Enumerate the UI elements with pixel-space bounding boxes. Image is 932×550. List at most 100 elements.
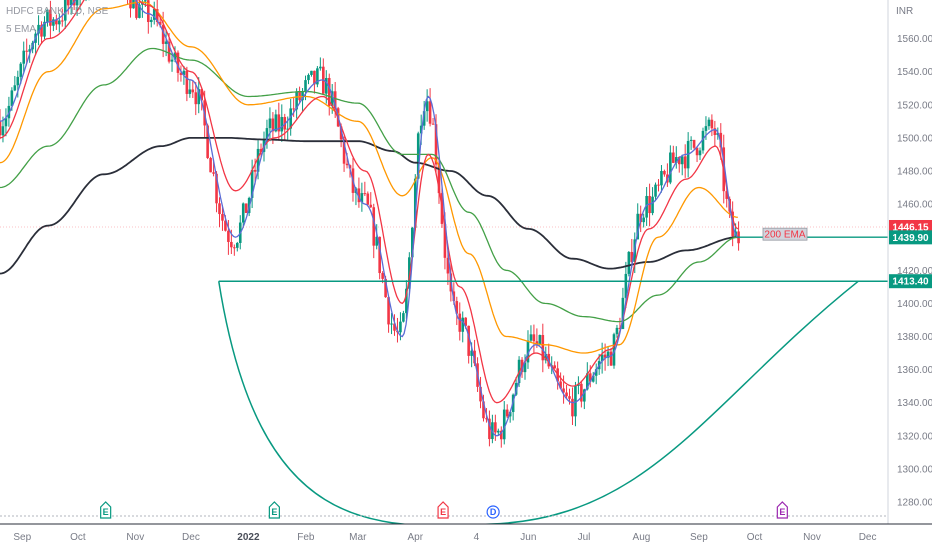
y-tick-label: 1300.00 [897, 464, 932, 475]
candle-body [298, 91, 301, 101]
event-marker-label: E [271, 507, 277, 517]
symbol-legend[interactable]: HDFC BANK, 1D, NSE [6, 6, 109, 17]
candle-body [704, 126, 708, 131]
candle-body [384, 278, 387, 298]
candle-body [215, 173, 218, 204]
candle-body [22, 50, 26, 64]
y-tick-label: 1280.00 [897, 498, 932, 509]
candle-body [280, 117, 284, 132]
candle-body [58, 20, 61, 25]
x-tick-label: Dec [859, 532, 877, 543]
candle-body [138, 4, 141, 18]
candle-body [271, 118, 275, 132]
candle-body [49, 9, 52, 26]
ema-line-5 [0, 0, 739, 437]
candle-body [402, 313, 405, 322]
candle-body [574, 385, 577, 417]
x-tick-label: Sep [690, 532, 708, 543]
candle-body [497, 430, 500, 433]
x-tick-label: 4 [474, 532, 480, 543]
y-tick-label: 1480.00 [897, 166, 932, 177]
candle-body [583, 389, 586, 402]
y-tick-label: 1360.00 [897, 365, 932, 376]
candle-body [244, 203, 248, 213]
earnings-marker[interactable] [100, 501, 112, 519]
candle-body [538, 335, 542, 345]
earnings-marker[interactable] [776, 501, 788, 519]
candle-body [75, 0, 79, 6]
candle-body [319, 66, 322, 69]
candle-body [52, 19, 55, 26]
candle-body [479, 386, 482, 402]
candle-body [419, 125, 423, 134]
candle-body [256, 148, 260, 172]
candle-body [660, 170, 663, 186]
candle-body [164, 41, 168, 44]
earnings-marker[interactable] [268, 501, 280, 519]
candle-body [544, 353, 548, 361]
candle-body [188, 89, 192, 94]
candle-body [672, 152, 675, 163]
candle-body [698, 150, 702, 156]
event-marker-label: E [440, 507, 446, 517]
candle-body [43, 21, 46, 37]
candle-body [488, 418, 491, 440]
candle-body [494, 422, 497, 433]
candle-body [378, 236, 381, 274]
candle-body [40, 24, 43, 37]
x-tick-label: Oct [70, 532, 86, 543]
candle-body [28, 49, 31, 52]
candle-body [135, 0, 138, 18]
dividend-marker[interactable] [486, 505, 500, 519]
candle-body [603, 354, 607, 358]
pattern-overlays: 200 EMA [0, 226, 888, 526]
candle-body [375, 236, 379, 246]
candle-body [565, 392, 568, 397]
candle-body [176, 52, 180, 73]
candle-body [609, 351, 613, 366]
candle-body [669, 152, 672, 183]
price-tag-label: 1439.90 [892, 233, 929, 244]
candle-body [60, 20, 64, 22]
candle-body [227, 230, 230, 242]
candle-body [473, 350, 476, 364]
x-tick-label: Sep [13, 532, 31, 543]
candle-body [580, 383, 583, 402]
candle-body [692, 139, 696, 148]
candle-body [393, 323, 396, 331]
candle-body [209, 158, 212, 173]
candle-body [194, 92, 198, 105]
y-tick-label: 1460.00 [897, 200, 932, 211]
price-axis[interactable]: 1560.00 1540.00 1520.00 1500.00 1480.00 1460.… [887, 0, 932, 524]
candle-body [408, 257, 411, 289]
candle-body [680, 156, 684, 165]
candle-body [212, 172, 215, 174]
candle-body [390, 323, 393, 325]
candle-body [535, 341, 539, 345]
cup-pattern-curve[interactable] [218, 280, 859, 526]
candle-body [689, 139, 693, 141]
candle-body [10, 90, 14, 106]
candle-body [13, 85, 17, 91]
event-marker-label: E [779, 507, 785, 517]
candle-body [363, 193, 367, 195]
y-tick-label: 1340.00 [897, 398, 932, 409]
x-tick-label: Dec [182, 532, 200, 543]
candle-body [621, 297, 625, 329]
candle-body [179, 72, 183, 75]
candle-body [132, 0, 135, 9]
time-axis[interactable]: Sep Oct Nov Dec 2022 Feb Mar Apr 4 Jun Jul Aug Sep Oc… [0, 515, 932, 543]
x-tick-label: Nov [803, 532, 821, 543]
candle-body [360, 193, 364, 203]
candle-body [532, 334, 536, 342]
candle-body [674, 157, 678, 163]
candle-body [586, 373, 589, 390]
candle-body [591, 375, 595, 382]
candle-body [446, 257, 450, 274]
candle-body [339, 126, 343, 140]
earnings-marker[interactable] [437, 501, 449, 519]
candle-body [642, 217, 645, 223]
indicator-legend[interactable]: 5 EMA [6, 24, 36, 35]
candle-body [452, 291, 456, 302]
